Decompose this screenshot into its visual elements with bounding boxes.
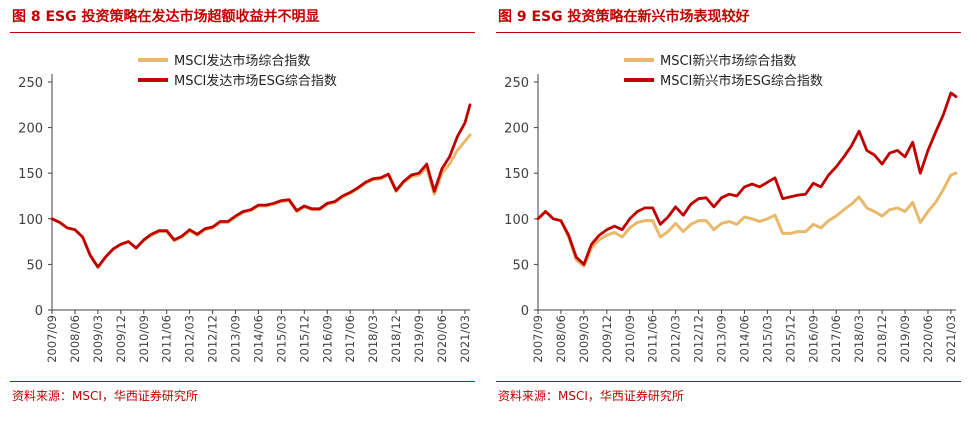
chart-panel-developed: 图 8 ESG 投资策略在发达市场超额收益并不明显 0 50 100 150 200 25…	[0, 0, 485, 421]
y-tick-label: 150	[504, 167, 529, 182]
x-tick-label: 2009/03	[91, 315, 105, 363]
figure-title: 图 9 ESG 投资策略在新兴市场表现较好	[498, 9, 750, 25]
y-tick-label: 50	[512, 258, 529, 273]
x-tick-label: 2021/03	[944, 315, 958, 363]
x-tick-label: 2014/06	[737, 315, 751, 363]
x-tick-label: 2016/09	[806, 315, 820, 363]
x-tick-label: 2013/09	[715, 315, 729, 363]
y-tick-label: 0	[35, 304, 43, 319]
x-tick-label: 2007/09	[45, 315, 59, 363]
x-tick-label: 2014/06	[251, 315, 265, 363]
series-line-esg	[50, 103, 472, 269]
x-tick-label: 2008/06	[68, 315, 82, 363]
x-tick-label: 2012/12	[692, 315, 706, 363]
x-tick-label: 2018/12	[389, 315, 403, 363]
legend-label: MSCI新兴市场综合指数	[660, 53, 796, 69]
source-divider	[496, 381, 961, 382]
x-tick-label: 2012/03	[669, 315, 683, 363]
y-tick-label: 200	[18, 122, 43, 137]
legend-label: MSCI发达市场ESG综合指数	[174, 73, 337, 89]
y-tick-label: 100	[504, 213, 529, 228]
title-divider	[10, 32, 475, 33]
line-chart-developed: 0 50 100 150 200 250 2007/09 2008/06 2009/03 2009…	[18, 53, 472, 363]
x-tick-label: 2015/12	[297, 315, 311, 363]
y-tick-label: 200	[504, 122, 529, 137]
line-chart-emerging: 0 50 100 150 200 250 2007/09 2008/06 2009/03 2009…	[504, 53, 958, 363]
axes: 0 50 100 150 200 250 2007/09 2008/06 2009/03 2009…	[504, 74, 958, 363]
x-tick-label: 2011/06	[160, 315, 174, 363]
legend-label: MSCI新兴市场ESG综合指数	[660, 73, 823, 89]
y-tick-label: 100	[18, 213, 43, 228]
title-divider	[496, 32, 961, 33]
y-tick-label: 150	[18, 167, 43, 182]
x-tick-label: 2009/12	[114, 315, 128, 363]
y-tick-label: 50	[26, 258, 43, 273]
x-tick-label: 2019/09	[412, 315, 426, 363]
x-tick-label: 2017/06	[829, 315, 843, 363]
x-tick-label: 2018/03	[366, 315, 380, 363]
x-tick-label: 2015/03	[760, 315, 774, 363]
x-tick-label: 2008/06	[554, 315, 568, 363]
x-tick-label: 2017/06	[343, 315, 357, 363]
x-tick-label: 2009/12	[600, 315, 614, 363]
source-note: 资料来源：MSCI，华西证券研究所	[498, 389, 684, 403]
x-tick-label: 2016/09	[320, 315, 334, 363]
x-tick-label: 2013/09	[229, 315, 243, 363]
legend-label: MSCI发达市场综合指数	[174, 53, 310, 69]
x-tick-label: 2015/12	[783, 315, 797, 363]
x-tick-label: 2010/09	[623, 315, 637, 363]
x-tick-label: 2020/06	[921, 315, 935, 363]
x-tick-label: 2018/03	[852, 315, 866, 363]
x-tick-label: 2010/09	[137, 315, 151, 363]
x-tick-label: 2018/12	[875, 315, 889, 363]
y-tick-label: 250	[18, 76, 43, 91]
x-tick-label: 2012/03	[183, 315, 197, 363]
source-divider	[10, 381, 475, 382]
figure-title: 图 8 ESG 投资策略在发达市场超额收益并不明显	[12, 9, 320, 25]
x-tick-label: 2011/06	[646, 315, 660, 363]
series-line-esg	[536, 91, 958, 266]
legend: MSCI新兴市场综合指数 MSCI新兴市场ESG综合指数	[624, 53, 823, 89]
y-tick-label: 0	[521, 304, 529, 319]
x-tick-label: 2015/03	[274, 315, 288, 363]
legend: MSCI发达市场综合指数 MSCI发达市场ESG综合指数	[138, 53, 337, 89]
series-line-msci	[536, 171, 958, 268]
chart-panel-emerging: 图 9 ESG 投资策略在新兴市场表现较好 0 50 100 150 200 250 200…	[486, 0, 971, 421]
source-note: 资料来源：MSCI，华西证券研究所	[12, 389, 198, 403]
x-tick-label: 2007/09	[531, 315, 545, 363]
x-tick-label: 2009/03	[577, 315, 591, 363]
x-tick-label: 2019/09	[898, 315, 912, 363]
y-tick-label: 250	[504, 76, 529, 91]
axes: 0 50 100 150 200 250 2007/09 2008/06 2009/03 2009…	[18, 74, 472, 363]
x-tick-label: 2020/06	[435, 315, 449, 363]
x-tick-label: 2021/03	[458, 315, 472, 363]
x-tick-label: 2012/12	[206, 315, 220, 363]
